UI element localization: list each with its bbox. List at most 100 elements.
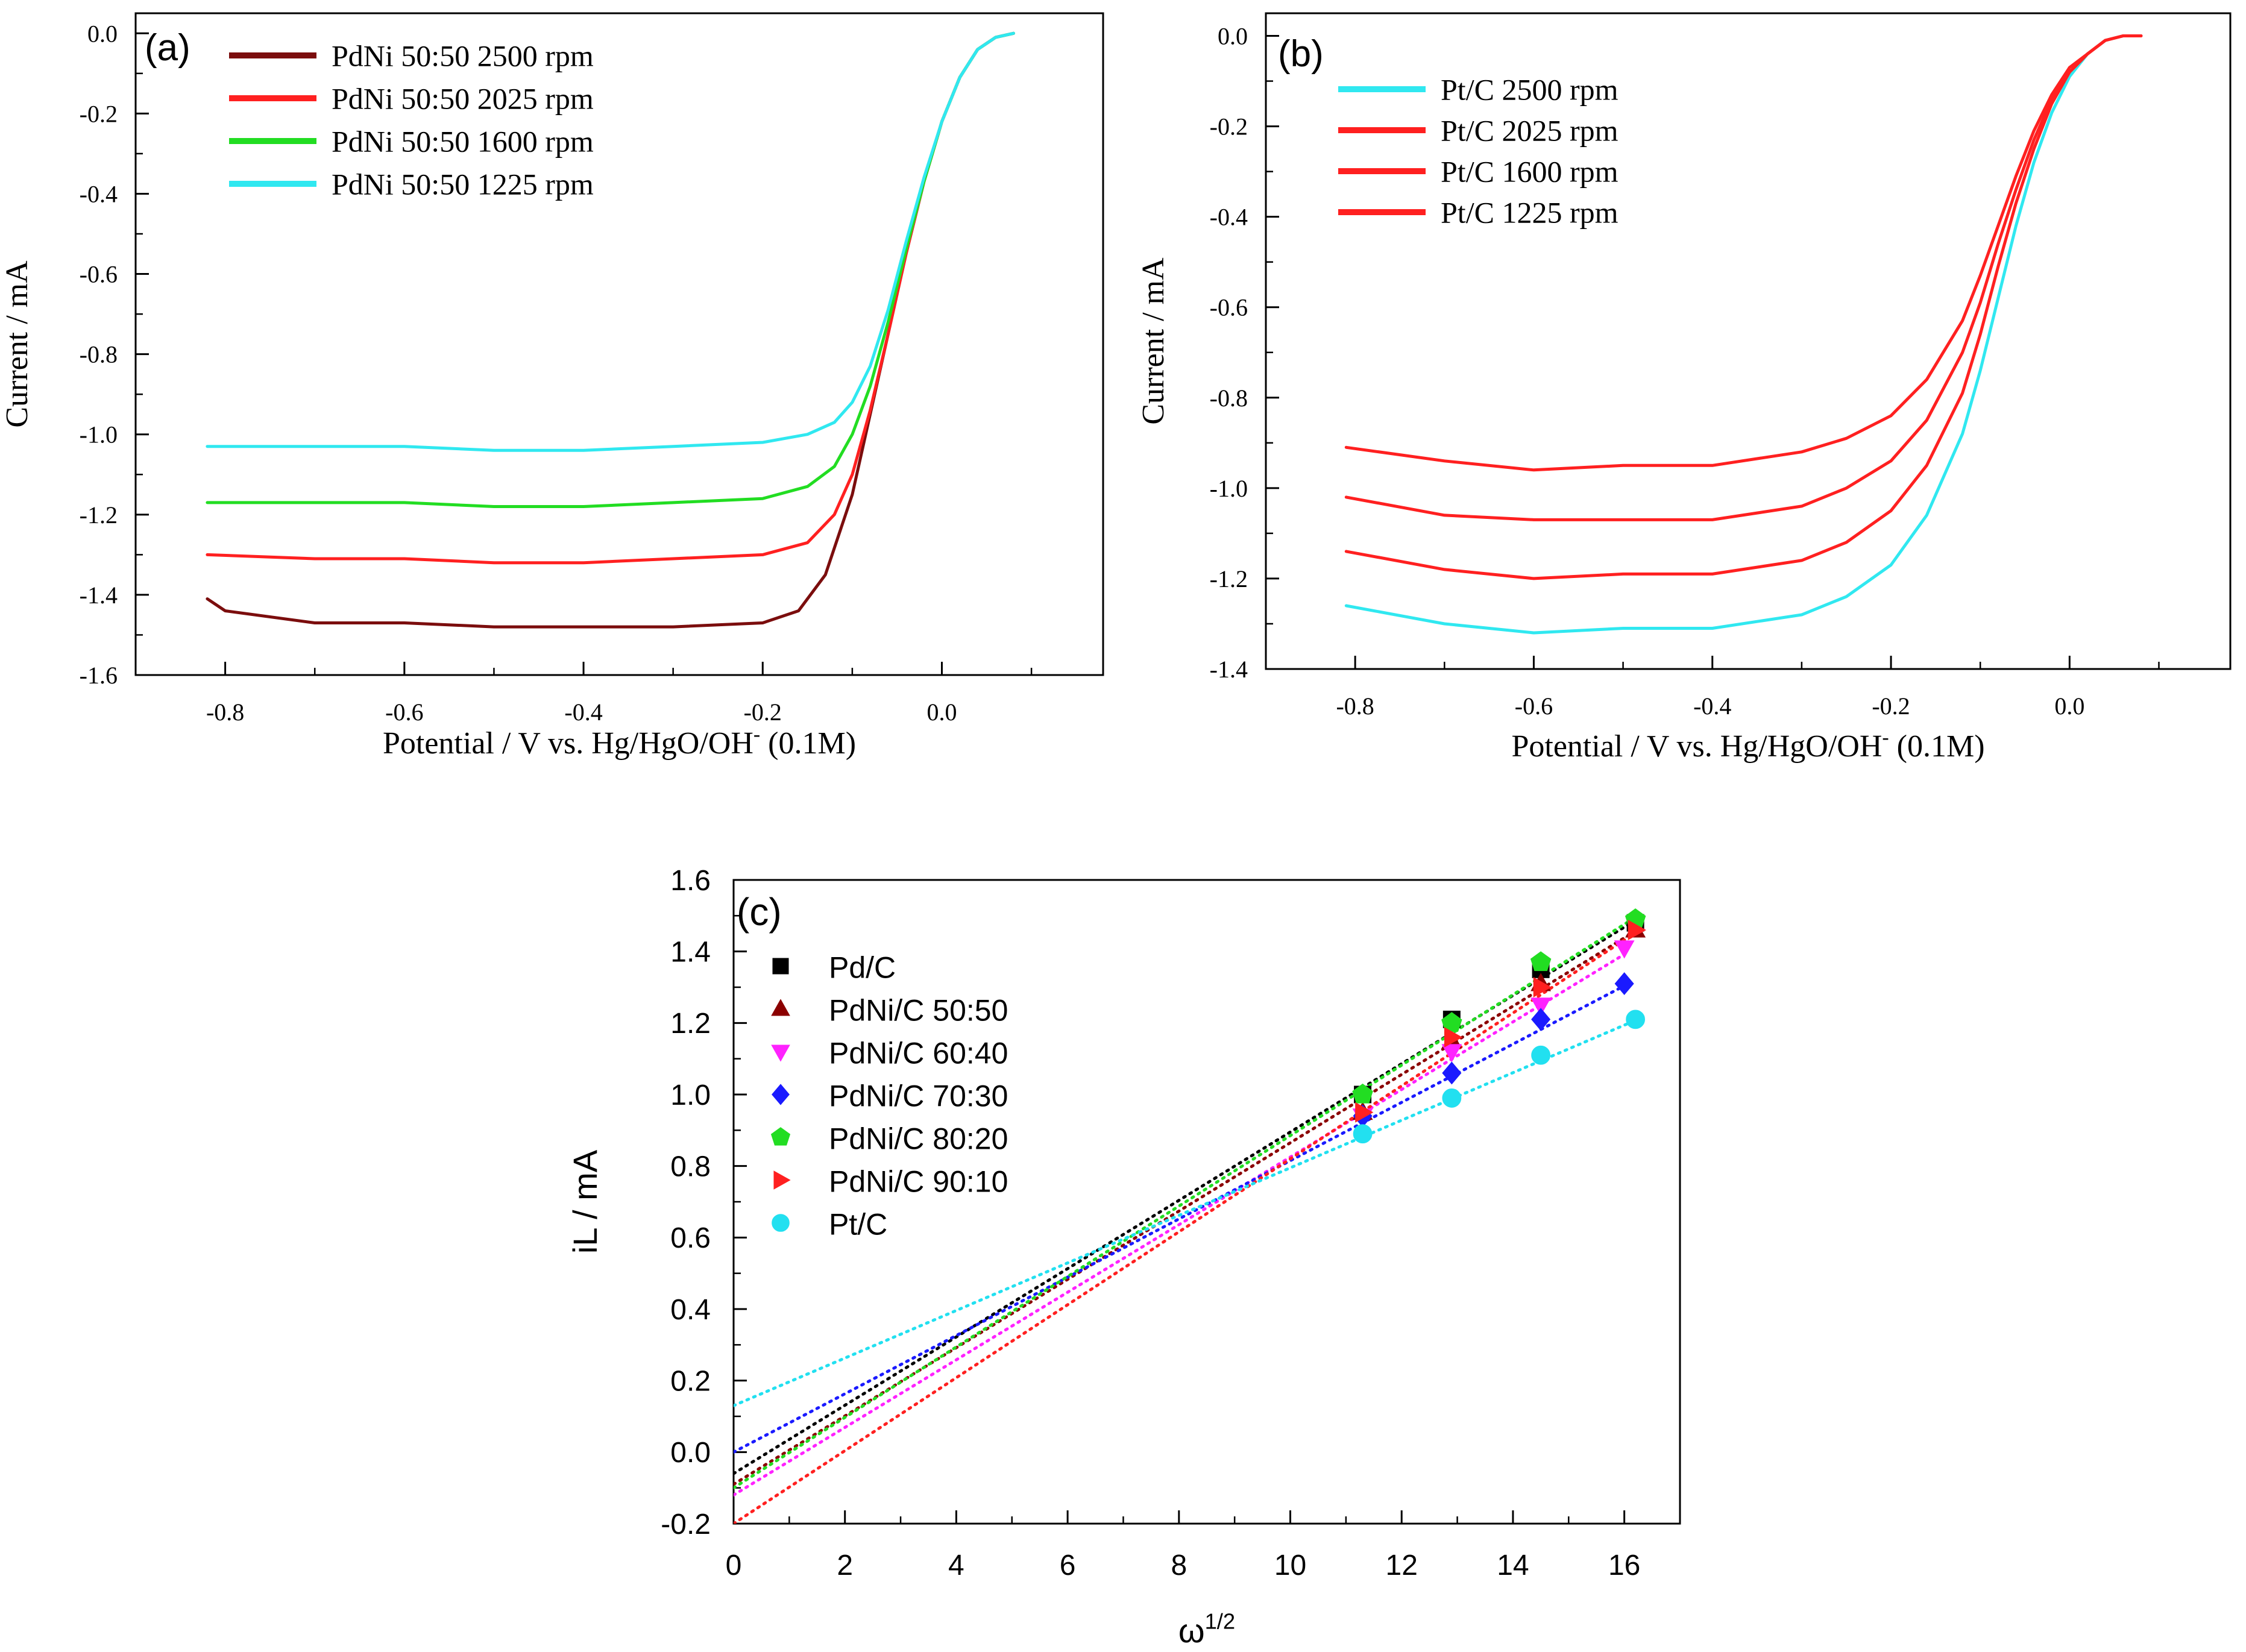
legend-label: Pt/C 2500 rpm	[1441, 73, 1618, 107]
data-point	[1442, 1061, 1462, 1085]
x-tick-label: -0.2	[744, 699, 782, 726]
y-tick-label: -0.4	[80, 180, 118, 207]
legend-marker	[771, 999, 790, 1016]
legend-label: Pd/C	[829, 951, 896, 985]
plot-area	[1344, 34, 2143, 635]
chart-panel-b: 0.0 -0.2 -0.4 -0.6 -0.8 -1.0 -1.2 -1.4 -0.8 -0.6 -…	[1136, 12, 2232, 764]
legend-label: PdNi 50:50 2025 rpm	[332, 82, 594, 116]
panel-label: (c)	[737, 890, 782, 934]
x-axis-label-main: Potential / V vs. Hg/HgO/OH	[1511, 729, 1882, 764]
legend-marker	[772, 958, 789, 975]
x-axis-label-sup: -	[1882, 726, 1889, 749]
y-axis-label: iL / mA	[566, 1149, 604, 1254]
y-axis-label: Current / mA	[0, 260, 34, 428]
y-tick-label: 0.6	[670, 1222, 711, 1254]
y-tick-label: 1.0	[670, 1079, 711, 1111]
x-axis-label: Potential / V vs. Hg/HgO/OH- (0.1M)	[1511, 726, 1984, 764]
data-point	[1533, 977, 1552, 997]
fit-line-4	[734, 916, 1637, 1490]
y-tick-label: -0.6	[80, 261, 118, 288]
x-tick-label: 0	[726, 1550, 742, 1581]
data-point	[1531, 1045, 1551, 1065]
series-line-0	[206, 31, 1015, 629]
panel-label: (b)	[1278, 33, 1324, 75]
x-tick-label: 0.0	[2054, 693, 2084, 720]
legend-label: PdNi 50:50 1600 rpm	[332, 125, 594, 159]
legend-marker	[773, 1170, 791, 1190]
fit-line-6	[734, 1019, 1637, 1407]
data-point	[1444, 1027, 1463, 1048]
series-line-3	[1344, 34, 2143, 472]
x-tick-label: 12	[1386, 1550, 1418, 1581]
y-tick-label: -1.0	[1210, 475, 1248, 502]
data-point	[1530, 951, 1552, 972]
y-tick-label: -0.6	[1210, 294, 1248, 321]
x-tick-label: 14	[1497, 1550, 1529, 1581]
fit-line-2	[734, 952, 1626, 1497]
series-line-2	[206, 31, 1015, 508]
data-point	[1355, 1102, 1374, 1123]
legend-label: PdNi 50:50 2500 rpm	[332, 39, 594, 73]
y-tick-label: -1.6	[80, 662, 118, 689]
y-tick-label: -1.4	[1210, 656, 1248, 683]
chart-panel-c: -0.2 0.0 0.2 0.4 0.6 0.8 1.0 1.2 1.4 1.6 0 2 4 6 8 10 12…	[566, 865, 1681, 1650]
x-tick-label: -0.4	[564, 699, 602, 726]
y-tick-label: -0.2	[661, 1509, 711, 1541]
x-tick-label: -0.6	[385, 699, 423, 726]
x-axis-label: ω1/2	[1178, 1609, 1235, 1650]
x-tick-label: 8	[1171, 1550, 1187, 1581]
legend-label: PdNi 50:50 1225 rpm	[332, 168, 594, 201]
data-point	[1353, 1124, 1373, 1144]
legend-label: Pt/C 1225 rpm	[1441, 196, 1618, 230]
x-axis-label-main: Potential / V vs. Hg/HgO/OH	[383, 726, 753, 761]
legend-marker	[770, 1127, 791, 1146]
y-tick-label: 0.4	[670, 1294, 711, 1326]
chart-panel-a: 0.0 -0.2 -0.4 -0.6 -0.8 -1.0 -1.2 -1.4 -1.6 -0.8 -…	[0, 12, 1104, 761]
x-axis-label-sup: 1/2	[1205, 1609, 1236, 1634]
y-tick-label: -1.2	[80, 501, 118, 529]
legend-label: PdNi/C 50:50	[829, 994, 1008, 1028]
x-tick-label: 10	[1274, 1550, 1306, 1581]
plot-area	[206, 31, 1015, 629]
data-point	[1530, 997, 1552, 1016]
data-point	[1441, 1044, 1462, 1063]
plot-area	[734, 916, 1637, 1524]
y-tick-label: -1.4	[80, 582, 118, 609]
y-tick-label: -0.4	[1210, 204, 1248, 231]
y-tick-label: 0.0	[87, 20, 118, 47]
fit-line-3	[734, 984, 1626, 1454]
data-point	[1614, 940, 1635, 959]
y-tick-label: 1.6	[670, 865, 711, 897]
legend-label: PdNi/C 90:10	[829, 1165, 1008, 1199]
x-tick-label: 16	[1608, 1550, 1640, 1581]
data-point	[1352, 1083, 1373, 1104]
series-line-2	[1344, 34, 2143, 521]
legend-label: Pt/C	[829, 1208, 887, 1242]
x-axis-label-tail: (0.1M)	[760, 726, 856, 761]
y-tick-label: -1.2	[1210, 565, 1248, 592]
x-tick-label: -0.4	[1693, 693, 1731, 720]
series-line-3	[206, 31, 1015, 452]
y-tick-label: 0.2	[670, 1365, 711, 1397]
x-tick-label: 6	[1060, 1550, 1076, 1581]
x-tick-label: 2	[837, 1550, 853, 1581]
data-point	[1626, 1010, 1646, 1029]
y-axis-label: Current / mA	[1136, 257, 1171, 425]
data-point	[1442, 1088, 1462, 1108]
plot-frame	[134, 12, 1104, 676]
y-tick-label: 1.2	[670, 1008, 711, 1040]
legend-label: PdNi/C 60:40	[829, 1037, 1008, 1070]
panel-label: (a)	[145, 27, 190, 69]
legend-marker	[772, 1214, 790, 1232]
data-point	[1614, 972, 1634, 996]
x-tick-label: -0.2	[1872, 693, 1910, 720]
legend-label: PdNi/C 70:30	[829, 1079, 1008, 1113]
legend-label: PdNi/C 80:20	[829, 1122, 1008, 1156]
y-tick-label: 0.0	[670, 1437, 711, 1469]
x-tick-label: -0.6	[1515, 693, 1553, 720]
x-tick-label: 4	[948, 1550, 964, 1581]
data-point	[1531, 1008, 1551, 1031]
y-tick-label: -0.8	[1210, 385, 1248, 412]
x-tick-label: -0.8	[1336, 693, 1374, 720]
